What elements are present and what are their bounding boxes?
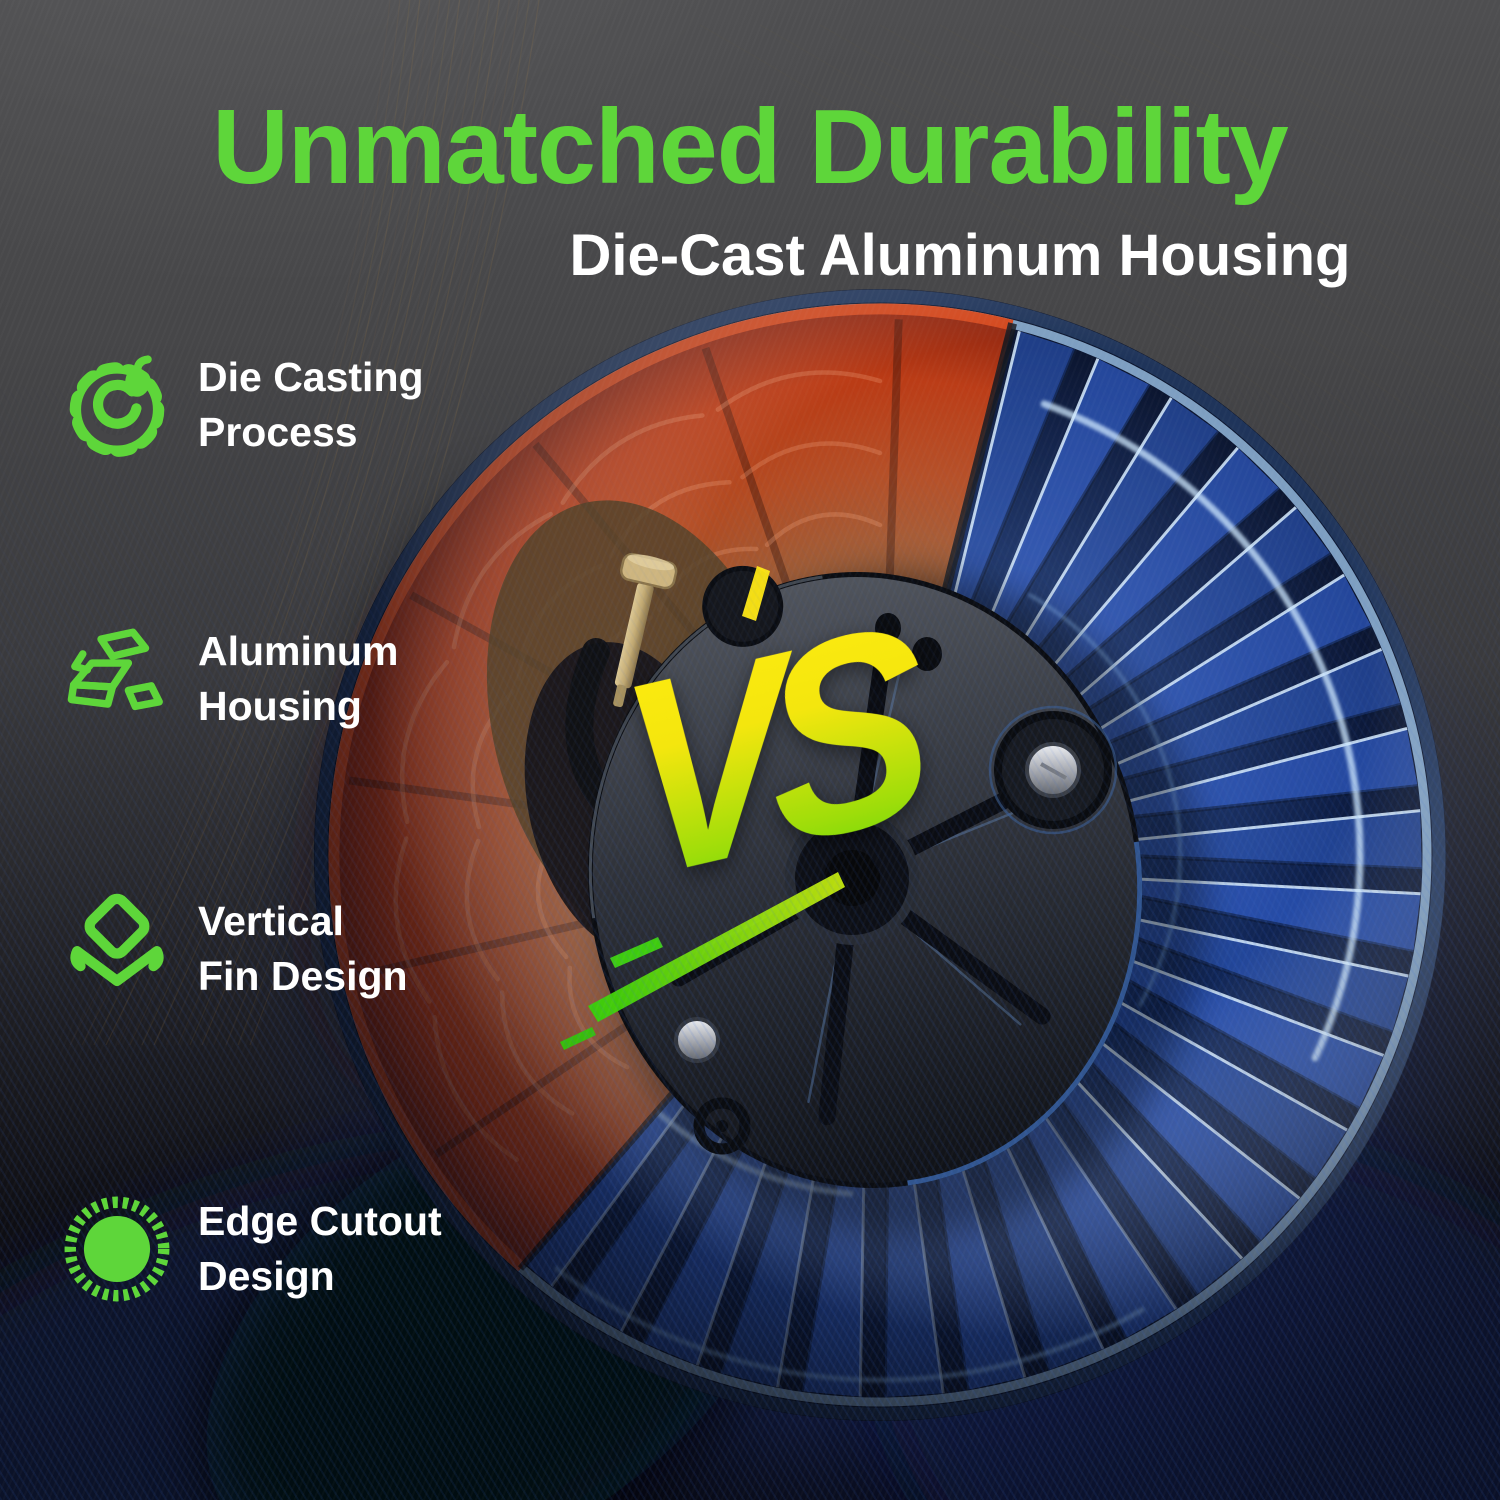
loose-nail [613, 552, 678, 708]
vertical-fin-layers-icon [60, 892, 174, 1006]
feature-label: Die Casting Process [198, 354, 424, 455]
mount-hole [693, 1097, 751, 1155]
feature-edge-cutout-design: Edge Cutout Design [60, 1192, 442, 1306]
feature-aluminum-housing: Aluminum Housing [60, 622, 398, 736]
aluminum-ingots-icon [60, 622, 174, 736]
subtitle: Die-Cast Aluminum Housing [569, 223, 1351, 288]
vent-hole [912, 637, 942, 671]
edge-cutout-circle-icon [60, 1192, 174, 1306]
feature-label: Vertical Fin Design [198, 898, 408, 999]
screw [674, 1017, 720, 1063]
page-title: Unmatched Durability [212, 88, 1289, 207]
feature-vertical-fin-design: Vertical Fin Design [60, 892, 408, 1006]
feature-die-casting-process: Die Casting Process [60, 348, 424, 462]
die-casting-gear-icon [60, 348, 174, 462]
vs-paint-streaks [560, 566, 845, 1050]
feature-label: Aluminum Housing [198, 628, 399, 729]
feature-label: Edge Cutout Design [198, 1198, 442, 1299]
vent-hole [875, 613, 901, 643]
